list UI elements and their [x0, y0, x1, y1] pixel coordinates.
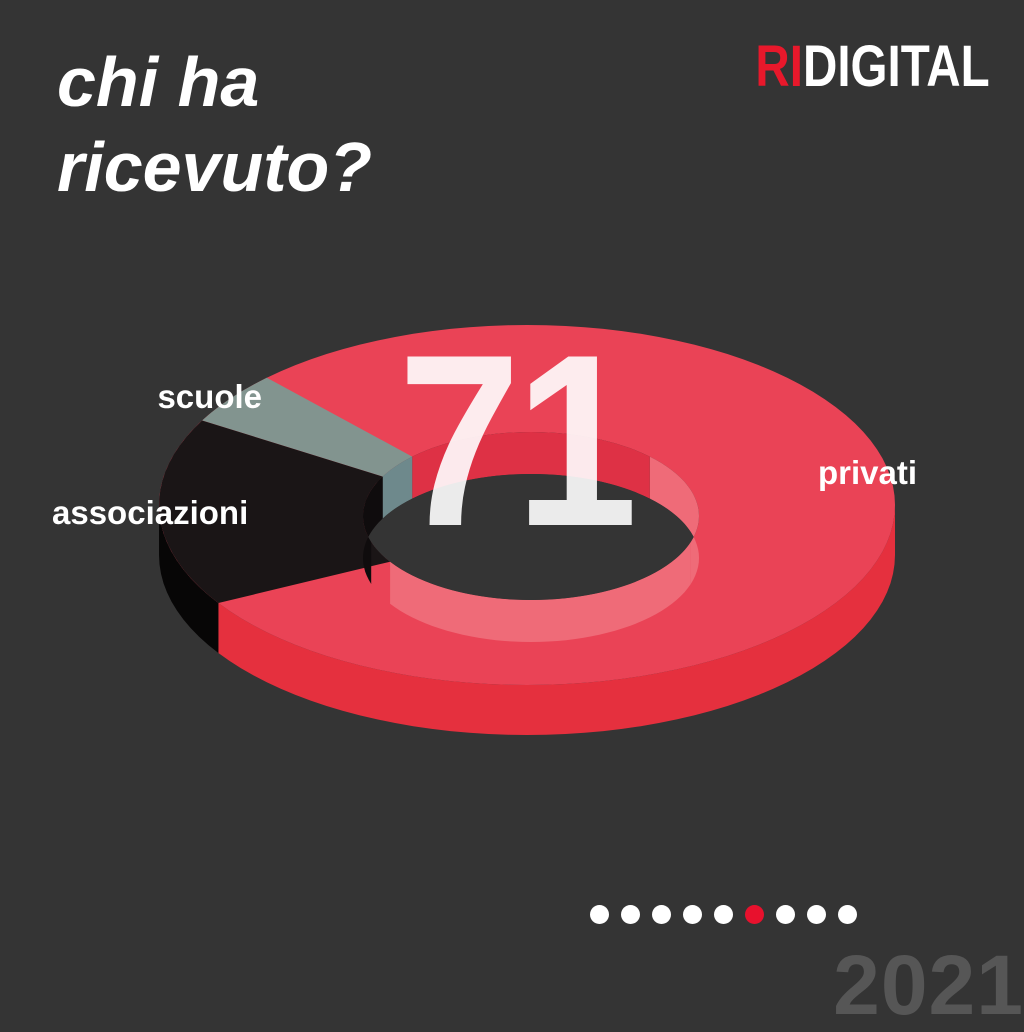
pagination-dot[interactable]: [683, 905, 702, 924]
segment-associazioni-side-wall: [159, 505, 219, 653]
pagination-dot[interactable]: [807, 905, 826, 924]
year-watermark: 2021: [833, 938, 1024, 1032]
inner-wall-scuole: [382, 456, 413, 519]
pagination-dot[interactable]: [590, 905, 609, 924]
page-title-line2: ricevuto?: [57, 128, 373, 206]
segment-label-associazioni: associazioni: [52, 494, 249, 531]
segment-privati-top: [159, 325, 895, 685]
pagination-dot[interactable]: [776, 905, 795, 924]
brand-logo: RIDIGITAL: [756, 38, 990, 96]
brand-logo-part2: DIGITAL: [803, 34, 990, 99]
page-title-line1: chi ha: [57, 43, 260, 121]
pagination-dot-active[interactable]: [745, 905, 764, 924]
brand-logo-part1: RI: [755, 34, 804, 99]
inner-wall-privati-shadow: [412, 432, 650, 499]
inner-wall-privati-lit: [649, 456, 699, 584]
segment-label-scuole: scuole: [157, 378, 262, 415]
pagination-dot[interactable]: [652, 905, 671, 924]
segment-scuole-top: [202, 377, 413, 477]
page-title: chi ha ricevuto?: [57, 40, 372, 210]
pagination-dot[interactable]: [714, 905, 733, 924]
segment-privati-side-wall: [218, 505, 895, 735]
inner-wall-associazioni: [363, 476, 383, 584]
segment-associazioni-top: [159, 420, 391, 603]
inner-rim-highlight: [390, 542, 691, 642]
carousel-pagination: [590, 905, 857, 924]
chart-center-value: 71: [398, 303, 638, 577]
donut-hole: [363, 474, 699, 600]
pagination-dot[interactable]: [621, 905, 640, 924]
pagination-dot[interactable]: [838, 905, 857, 924]
segment-label-privati: privati: [818, 454, 918, 491]
